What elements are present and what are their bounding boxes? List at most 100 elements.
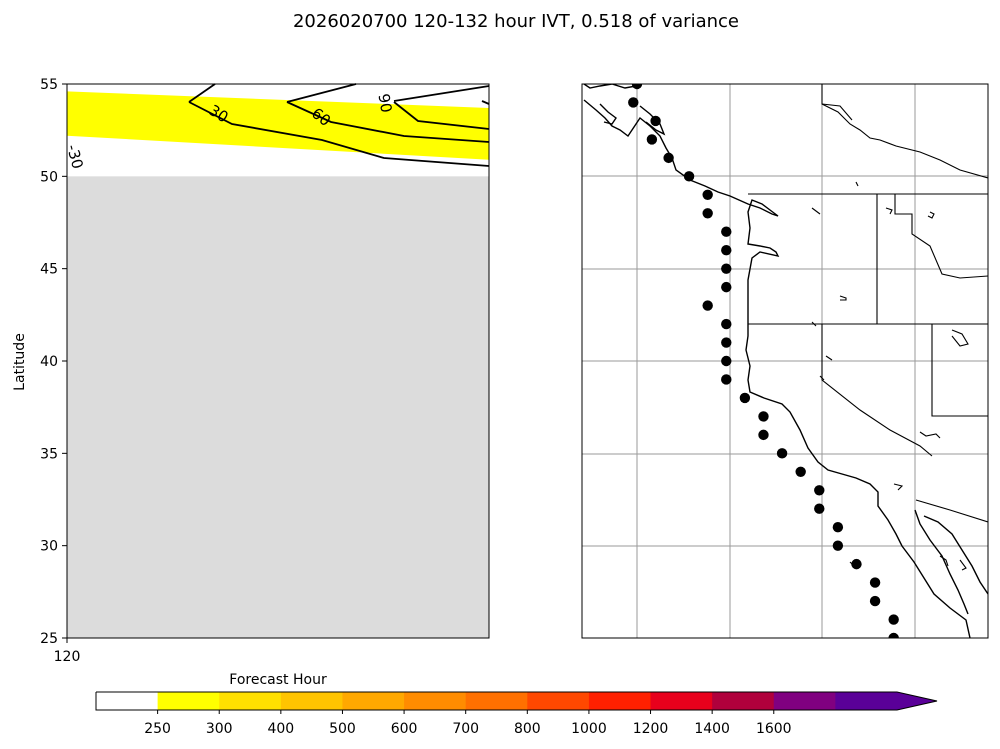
colorbar-cell [157, 692, 220, 710]
colorbar-ticks: 250 300 400 500 600 700 800 1000 1200 1400 1600 [144, 710, 792, 737]
colorbar-cell [280, 692, 343, 710]
lake-outline [825, 355, 833, 361]
landfall-point [869, 595, 881, 607]
island-outline [893, 483, 904, 491]
colorbar: Forecast Hour 250 300 400 500 600 700 800 1000 1… [95, 672, 938, 737]
colorbar-tick-label: 250 [144, 721, 171, 737]
map-frame [581, 83, 989, 639]
missing-data-region [67, 176, 489, 639]
y-tick-label: 35 [40, 446, 58, 462]
landfall-point [721, 263, 732, 274]
contour-lines [188, 83, 490, 167]
colorbar-cell [588, 692, 652, 710]
landfall-point [702, 189, 713, 200]
landfall-point [721, 318, 732, 330]
colorbar-cell [96, 692, 159, 710]
landfall-point [650, 115, 661, 127]
island-outline [959, 559, 967, 571]
landfall-point [739, 392, 751, 404]
landfall-point [814, 485, 825, 496]
lake-outline [855, 181, 859, 187]
colorbar-cell [342, 692, 405, 710]
landfall-point [683, 171, 695, 182]
right-panel-map [581, 83, 989, 639]
gulf-coast [914, 509, 969, 615]
contour-line-90-edge [481, 100, 490, 105]
landfall-point [869, 577, 881, 588]
lake-outline [885, 207, 893, 215]
y-tick-label: 40 [40, 354, 58, 370]
colorbar-tick-label: 800 [514, 721, 541, 737]
island-outline [939, 555, 949, 567]
lake-outline [811, 321, 817, 327]
landfall-point [888, 632, 899, 638]
landfall-point [758, 429, 769, 441]
landfall-point [721, 374, 732, 385]
landfall-points [628, 84, 899, 638]
lake-outline [811, 207, 821, 215]
ivt-band [67, 91, 489, 160]
contour-label-neg30: -30 [63, 143, 87, 171]
contour-line-90-north [393, 85, 490, 102]
contour-line-30-north [188, 83, 216, 103]
contour-line-60 [286, 101, 490, 143]
figure-title: 2026020700 120-132 hour IVT, 0.518 of va… [293, 11, 739, 32]
lake-outline [951, 329, 969, 347]
colorbar-tick-label: 400 [267, 721, 294, 737]
colorbar-tick-label: 600 [391, 721, 418, 737]
y-axis-label: Latitude [12, 333, 28, 391]
y-tick-label: 25 [40, 631, 58, 647]
landfall-point [721, 281, 732, 293]
mainland-mexico-coast [923, 515, 988, 595]
colorbar-outline [95, 691, 938, 711]
colorbar-cell [650, 692, 713, 710]
left-y-ticks: 25 30 35 40 45 50 55 [40, 77, 67, 647]
lake-outline [927, 211, 935, 219]
landfall-point [702, 300, 713, 311]
nevada-arizona-border [931, 324, 988, 417]
y-tick-label: 55 [40, 77, 58, 93]
lake-outline [919, 431, 941, 439]
landfall-point [776, 448, 788, 459]
landfall-point [832, 540, 844, 551]
contour-label-90: 90 [374, 92, 395, 114]
river-line [821, 84, 988, 179]
colorbar-cell [404, 692, 467, 710]
landfall-point [702, 208, 713, 219]
colorbar-tick-label: 1600 [756, 721, 792, 737]
contour-line-90 [393, 101, 490, 130]
colorbar-cell [219, 692, 282, 710]
landfall-point [758, 411, 769, 422]
colorbar-tick-label: 1200 [633, 721, 669, 737]
y-tick-label: 50 [40, 169, 58, 185]
landfall-point [721, 226, 732, 237]
lake-outline [819, 375, 825, 381]
lake-outline [821, 103, 853, 121]
landfall-point [832, 522, 844, 533]
colorbar-title: Forecast Hour [229, 672, 327, 688]
colorbar-cell [527, 692, 590, 710]
x-tick-label: 120 [54, 649, 81, 665]
colorbar-cell [465, 692, 528, 710]
lake-outline [839, 295, 847, 301]
landfall-point [628, 97, 639, 108]
colorbar-tick-label: 1000 [571, 721, 607, 737]
y-tick-label: 45 [40, 262, 58, 278]
y-tick-label: 30 [40, 539, 58, 555]
landfall-point [721, 245, 732, 256]
landfall-point [663, 152, 674, 164]
landfall-point [851, 558, 862, 570]
colorbar-cell [712, 692, 775, 710]
colorbar-tick-label: 700 [452, 721, 479, 737]
landfall-point [631, 84, 643, 90]
idaho-montana-border [894, 194, 988, 279]
colorbar-extend-arrow [897, 692, 937, 710]
colorbar-tick-label: 1400 [694, 721, 730, 737]
colorbar-tick-label: 500 [329, 721, 356, 737]
contour-line-30 [188, 101, 490, 167]
coastline-islands [639, 105, 666, 136]
landfall-point [721, 337, 732, 348]
contour-line-60-north [286, 83, 357, 103]
colorbar-cell [835, 692, 898, 710]
